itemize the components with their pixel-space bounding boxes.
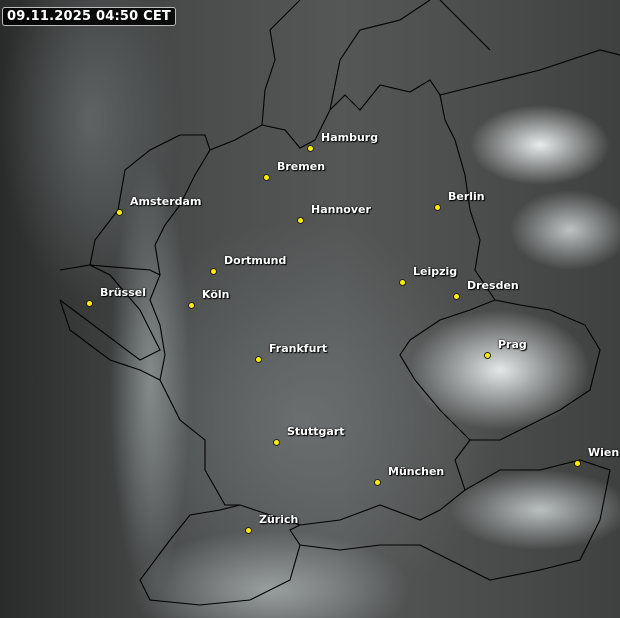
czech-border [470, 299, 601, 441]
city-label: Amsterdam [130, 195, 202, 208]
city-marker[interactable] [297, 217, 304, 224]
city-label: Hannover [311, 203, 371, 216]
city-label: Dresden [467, 279, 519, 292]
city-marker[interactable] [484, 352, 491, 359]
netherlands-border [89, 134, 211, 276]
germany-border [149, 79, 496, 526]
city-label: Berlin [448, 190, 485, 203]
city-label: Leipzig [413, 265, 458, 278]
city-marker[interactable] [374, 479, 381, 486]
city-label: Bremen [277, 160, 326, 173]
city-label: Stuttgart [287, 425, 345, 438]
city-marker[interactable] [210, 268, 217, 275]
city-label: Wien [588, 446, 620, 459]
city-marker[interactable] [434, 204, 441, 211]
city-label: Köln [202, 288, 230, 301]
city-marker[interactable] [255, 356, 262, 363]
city-label: Prag [498, 338, 527, 351]
city-marker[interactable] [245, 527, 252, 534]
city-marker[interactable] [188, 302, 195, 309]
city-label: Zürich [259, 513, 299, 526]
city-label: München [388, 465, 445, 478]
city-label: Hamburg [321, 131, 379, 144]
belgium-border [59, 264, 161, 361]
denmark-coast [261, 0, 491, 126]
city-marker[interactable] [116, 209, 123, 216]
timestamp-label: 09.11.2025 04:50 CET [2, 7, 176, 26]
france-border [59, 299, 161, 381]
poland-border [439, 49, 620, 96]
city-label: Brüssel [100, 286, 146, 299]
city-marker[interactable] [273, 439, 280, 446]
city-marker[interactable] [574, 460, 581, 467]
city-marker[interactable] [263, 174, 270, 181]
city-marker[interactable] [453, 293, 460, 300]
city-label: Dortmund [224, 254, 287, 267]
city-marker[interactable] [307, 145, 314, 152]
city-label: Frankfurt [269, 342, 328, 355]
austria-border [289, 459, 611, 581]
city-marker[interactable] [86, 300, 93, 307]
switzerland-border [139, 504, 301, 606]
city-marker[interactable] [399, 279, 406, 286]
